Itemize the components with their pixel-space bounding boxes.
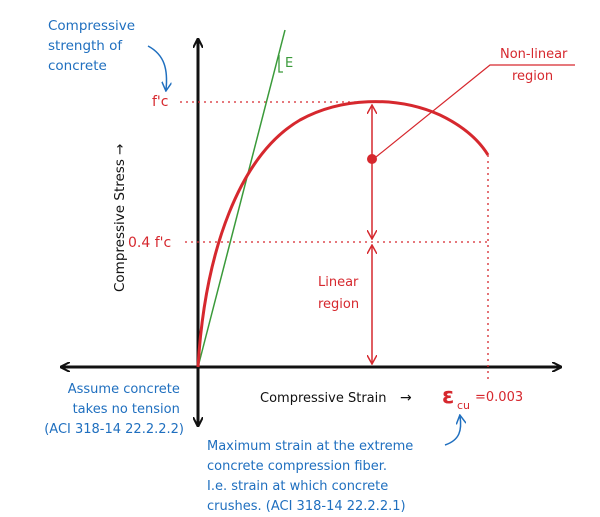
modulus-label: E (285, 56, 293, 71)
strength-note: Compressive strength of concrete (48, 18, 139, 74)
strength-note-arrow (147, 45, 167, 90)
y-axis-label: Compressive Stress → (112, 144, 128, 292)
max-strain-note: Maximum strain at the extreme concrete c… (207, 439, 417, 514)
linear-region-line-1: Linear (318, 275, 359, 290)
max-strain-note-line-1: Maximum strain at the extreme (207, 439, 413, 454)
linear-region-label: Linear region (318, 275, 363, 312)
tension-note-line-1: Assume concrete (68, 382, 180, 397)
fc-label: f'c (152, 94, 168, 110)
tension-note: Assume concrete takes no tension (ACI 31… (44, 382, 184, 437)
max-strain-note-arrow (444, 416, 461, 446)
tension-note-line-3: (ACI 318-14 22.2.2.2) (44, 422, 184, 437)
max-strain-note-line-3: I.e. strain at which concrete (207, 479, 388, 494)
stress-strain-curve (196, 100, 490, 368)
nonlinear-point (367, 154, 377, 164)
linear-region-line-2: region (318, 297, 359, 312)
epsilon-value: =0.003 (475, 390, 523, 405)
epsilon-subscript: cu (457, 399, 470, 412)
guide-lines (180, 101, 490, 380)
strength-note-line-1: Compressive (48, 18, 135, 34)
fc04-label: 0.4 f'c (128, 235, 171, 251)
strength-note-line-3: concrete (48, 58, 107, 74)
elastic-modulus-line (197, 29, 286, 368)
nonlinear-pointer (375, 64, 575, 158)
modulus-tick (278, 55, 283, 73)
tension-note-line-2: takes no tension (73, 402, 180, 417)
nonlinear-region-line-2: region (512, 69, 553, 84)
nonlinear-region-line-1: Non-linear (500, 47, 568, 62)
x-axis-label: Compressive Strain (260, 391, 387, 406)
max-strain-note-line-4: crushes. (ACI 318-14 22.2.2.1) (207, 499, 406, 514)
nonlinear-region-label: Non-linear region (500, 47, 572, 84)
max-strain-note-line-2: concrete compression fiber. (207, 459, 387, 474)
x-axis-label-arrow: → (400, 390, 412, 406)
strength-note-line-2: strength of (48, 38, 123, 54)
epsilon-symbol: ε (442, 384, 454, 409)
ecu-label: ε cu =0.003 (442, 384, 523, 413)
axes (62, 40, 560, 425)
